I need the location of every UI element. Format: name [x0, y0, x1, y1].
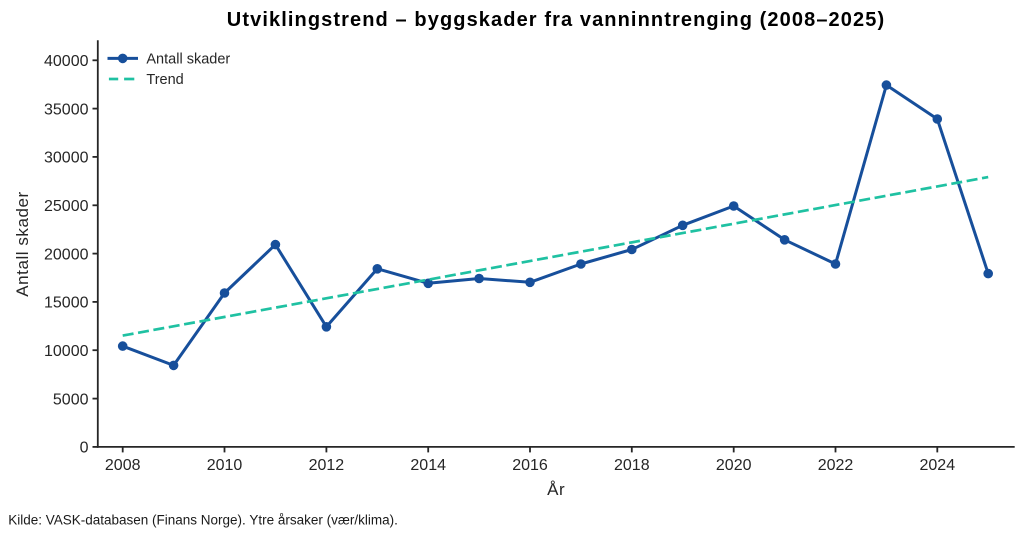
- svg-text:2012: 2012: [309, 457, 345, 474]
- svg-text:2016: 2016: [512, 457, 548, 474]
- svg-text:35000: 35000: [44, 101, 89, 118]
- svg-text:15000: 15000: [44, 295, 89, 312]
- svg-text:20000: 20000: [44, 246, 89, 263]
- svg-text:2024: 2024: [920, 457, 956, 474]
- svg-text:2008: 2008: [105, 457, 141, 474]
- svg-text:10000: 10000: [44, 343, 89, 360]
- svg-text:Antall skader: Antall skader: [13, 191, 32, 296]
- svg-text:2022: 2022: [818, 457, 854, 474]
- svg-text:2014: 2014: [410, 457, 446, 474]
- svg-text:30000: 30000: [44, 150, 89, 167]
- svg-text:40000: 40000: [44, 53, 89, 70]
- svg-text:5000: 5000: [53, 391, 89, 408]
- svg-text:0: 0: [80, 440, 89, 457]
- svg-text:2020: 2020: [716, 457, 752, 474]
- svg-text:År: År: [547, 480, 565, 499]
- svg-text:Trend: Trend: [146, 72, 183, 88]
- svg-text:2010: 2010: [207, 457, 243, 474]
- svg-text:Kilde: VASK-databasen (Finans: Kilde: VASK-databasen (Finans Norge). Yt…: [8, 512, 398, 527]
- svg-text:25000: 25000: [44, 198, 89, 215]
- svg-text:2018: 2018: [614, 457, 650, 474]
- svg-text:Utviklingstrend – byggskader f: Utviklingstrend – byggskader fra vanninn…: [227, 9, 885, 31]
- svg-text:Antall skader: Antall skader: [146, 52, 230, 68]
